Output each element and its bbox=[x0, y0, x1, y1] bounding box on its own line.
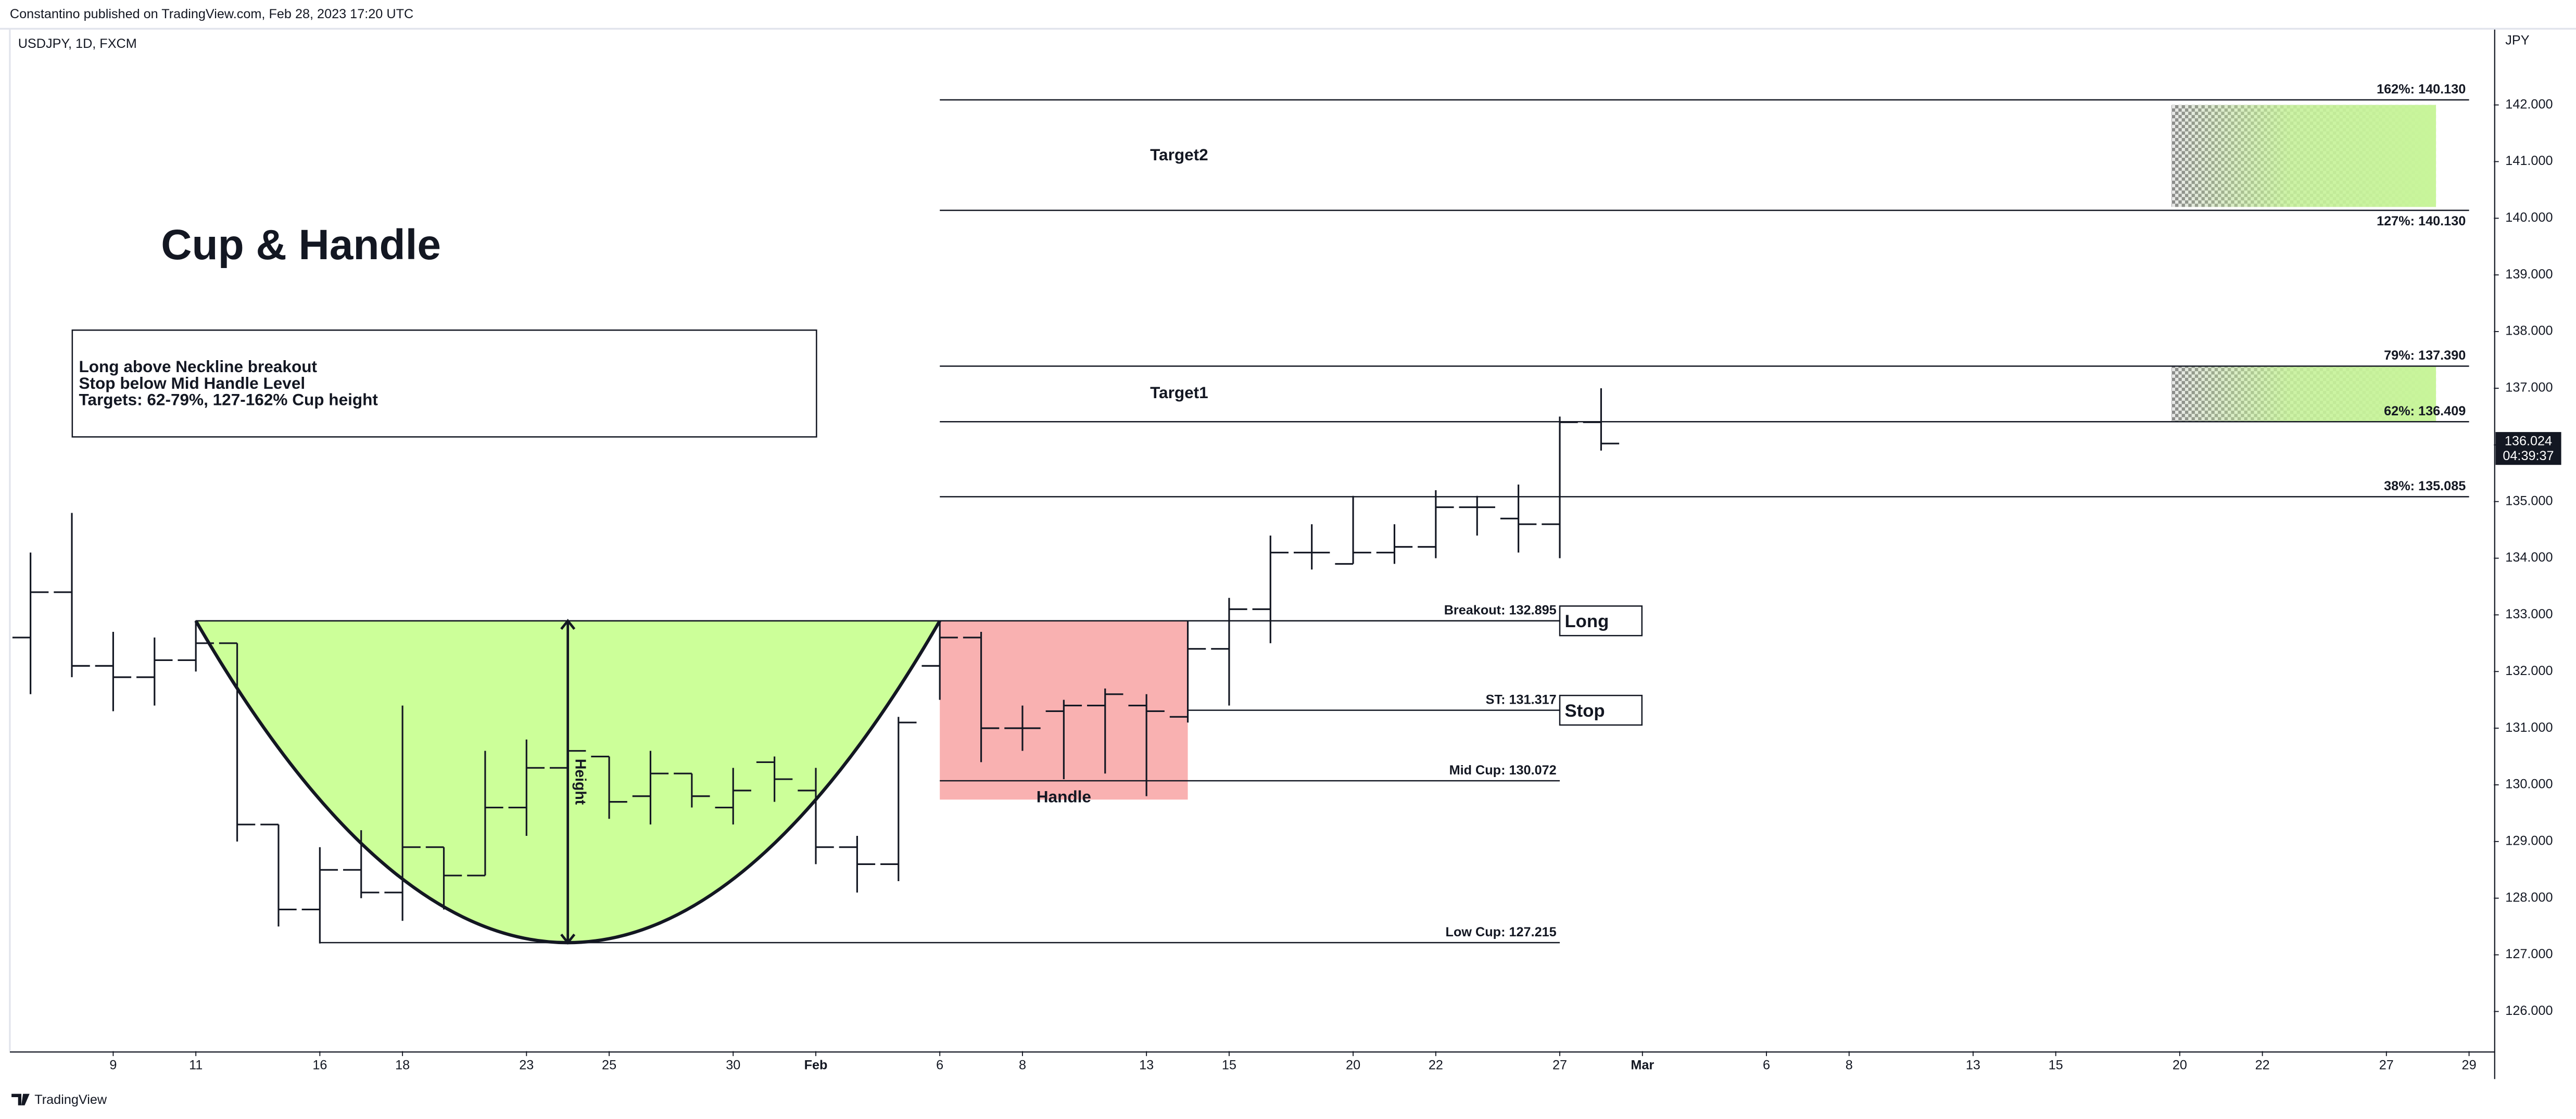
x-tick-label: 15 bbox=[2049, 1058, 2063, 1073]
y-tick-label: 137.000 bbox=[2505, 380, 2553, 395]
fib-level-label: 38%: 135.085 bbox=[2384, 479, 2466, 493]
target-label: Target1 bbox=[1150, 383, 1208, 402]
symbol: USDJPY, 1D, FXCM bbox=[18, 36, 137, 51]
x-tick-label: 22 bbox=[1429, 1058, 1443, 1073]
y-tick-label: 138.000 bbox=[2505, 324, 2553, 338]
x-tick-label: 11 bbox=[189, 1058, 203, 1073]
y-tick-label: 131.000 bbox=[2505, 720, 2553, 735]
x-tick-label: 20 bbox=[2173, 1058, 2187, 1073]
x-tick-label: 15 bbox=[1222, 1058, 1236, 1073]
y-tick-label: 135.000 bbox=[2505, 493, 2553, 508]
y-tick-label: 128.000 bbox=[2505, 890, 2553, 905]
x-tick-label: 20 bbox=[1346, 1058, 1360, 1073]
x-tick-label: 13 bbox=[1966, 1058, 1980, 1073]
y-tick-label: 141.000 bbox=[2505, 154, 2553, 168]
last-price-label: 136.024 bbox=[2505, 434, 2552, 449]
trade-level-label: Low Cup: 127.215 bbox=[1446, 925, 1557, 939]
brand-name: TradingView bbox=[34, 1092, 107, 1107]
trade-tag: Long bbox=[1564, 612, 1609, 631]
publisher: Constantino published on TradingView.com… bbox=[10, 7, 413, 21]
target-zone-fill bbox=[2171, 105, 2436, 207]
y-tick-label: 142.000 bbox=[2505, 97, 2553, 111]
trade-level-label: Breakout: 132.895 bbox=[1444, 603, 1557, 618]
x-tick-label: 6 bbox=[1763, 1058, 1770, 1073]
ohlc-series bbox=[12, 388, 1620, 944]
note-box bbox=[71, 329, 817, 438]
x-tick-label: Mar bbox=[1631, 1058, 1654, 1073]
note-line: Stop below Mid Handle Level bbox=[79, 374, 305, 392]
y-tick-label: 139.000 bbox=[2505, 267, 2553, 282]
x-tick-label: 18 bbox=[395, 1058, 410, 1073]
x-tick-label: 6 bbox=[936, 1058, 943, 1073]
x-tick-label: 27 bbox=[1552, 1058, 1567, 1073]
last-price-tag bbox=[2495, 432, 2561, 465]
x-tick-label: 23 bbox=[519, 1058, 534, 1073]
note-line: Targets: 62-79%, 127-162% Cup height bbox=[79, 390, 378, 409]
trade-tag-box bbox=[1559, 694, 1643, 726]
y-tick-label: 126.000 bbox=[2505, 1003, 2553, 1018]
x-tick-label: 30 bbox=[726, 1058, 740, 1073]
x-tick-label: 22 bbox=[2255, 1058, 2270, 1073]
x-tick-label: 25 bbox=[602, 1058, 616, 1073]
x-tick-label: 27 bbox=[2379, 1058, 2394, 1073]
countdown-label: 04:39:37 bbox=[2503, 449, 2554, 463]
y-tick-label: 132.000 bbox=[2505, 664, 2553, 678]
y-tick-label: 127.000 bbox=[2505, 947, 2553, 961]
trade-level-label: ST: 131.317 bbox=[1486, 692, 1557, 707]
x-tick-label: 13 bbox=[1139, 1058, 1154, 1073]
fib-level-label: 127%: 140.130 bbox=[2377, 214, 2466, 228]
fib-level-label: 79%: 137.390 bbox=[2384, 348, 2466, 363]
height-label: Height bbox=[572, 759, 588, 805]
handle-label: Handle bbox=[1037, 787, 1091, 806]
y-tick-label: 130.000 bbox=[2505, 777, 2553, 792]
x-tick-label: Feb bbox=[804, 1058, 828, 1073]
x-tick-label: 29 bbox=[2462, 1058, 2477, 1073]
y-tick-label: 129.000 bbox=[2505, 834, 2553, 848]
target-zone-fill bbox=[2171, 366, 2436, 422]
brand: TradingView bbox=[11, 1092, 107, 1107]
y-tick-label: 140.000 bbox=[2505, 210, 2553, 225]
note-line: Long above Neckline breakout bbox=[79, 357, 317, 376]
trade-tag: Stop bbox=[1564, 701, 1605, 721]
y-tick-label: 133.000 bbox=[2505, 607, 2553, 621]
fib-level-label: 62%: 136.409 bbox=[2384, 404, 2466, 418]
trade-level-label: Mid Cup: 130.072 bbox=[1449, 763, 1557, 778]
x-tick-label: 9 bbox=[109, 1058, 117, 1073]
target-label: Target2 bbox=[1150, 145, 1208, 164]
currency: JPY bbox=[2505, 33, 2529, 48]
x-tick-label: 8 bbox=[1846, 1058, 1853, 1073]
trade-tag-box bbox=[1559, 605, 1643, 637]
y-tick-label: 134.000 bbox=[2505, 550, 2553, 565]
x-tick-label: 8 bbox=[1019, 1058, 1026, 1073]
fib-level-label: 162%: 140.130 bbox=[2377, 82, 2466, 97]
drawing-title: Cup & Handle bbox=[161, 221, 441, 269]
x-tick-label: 16 bbox=[312, 1058, 327, 1073]
brand-logo bbox=[11, 1093, 30, 1105]
